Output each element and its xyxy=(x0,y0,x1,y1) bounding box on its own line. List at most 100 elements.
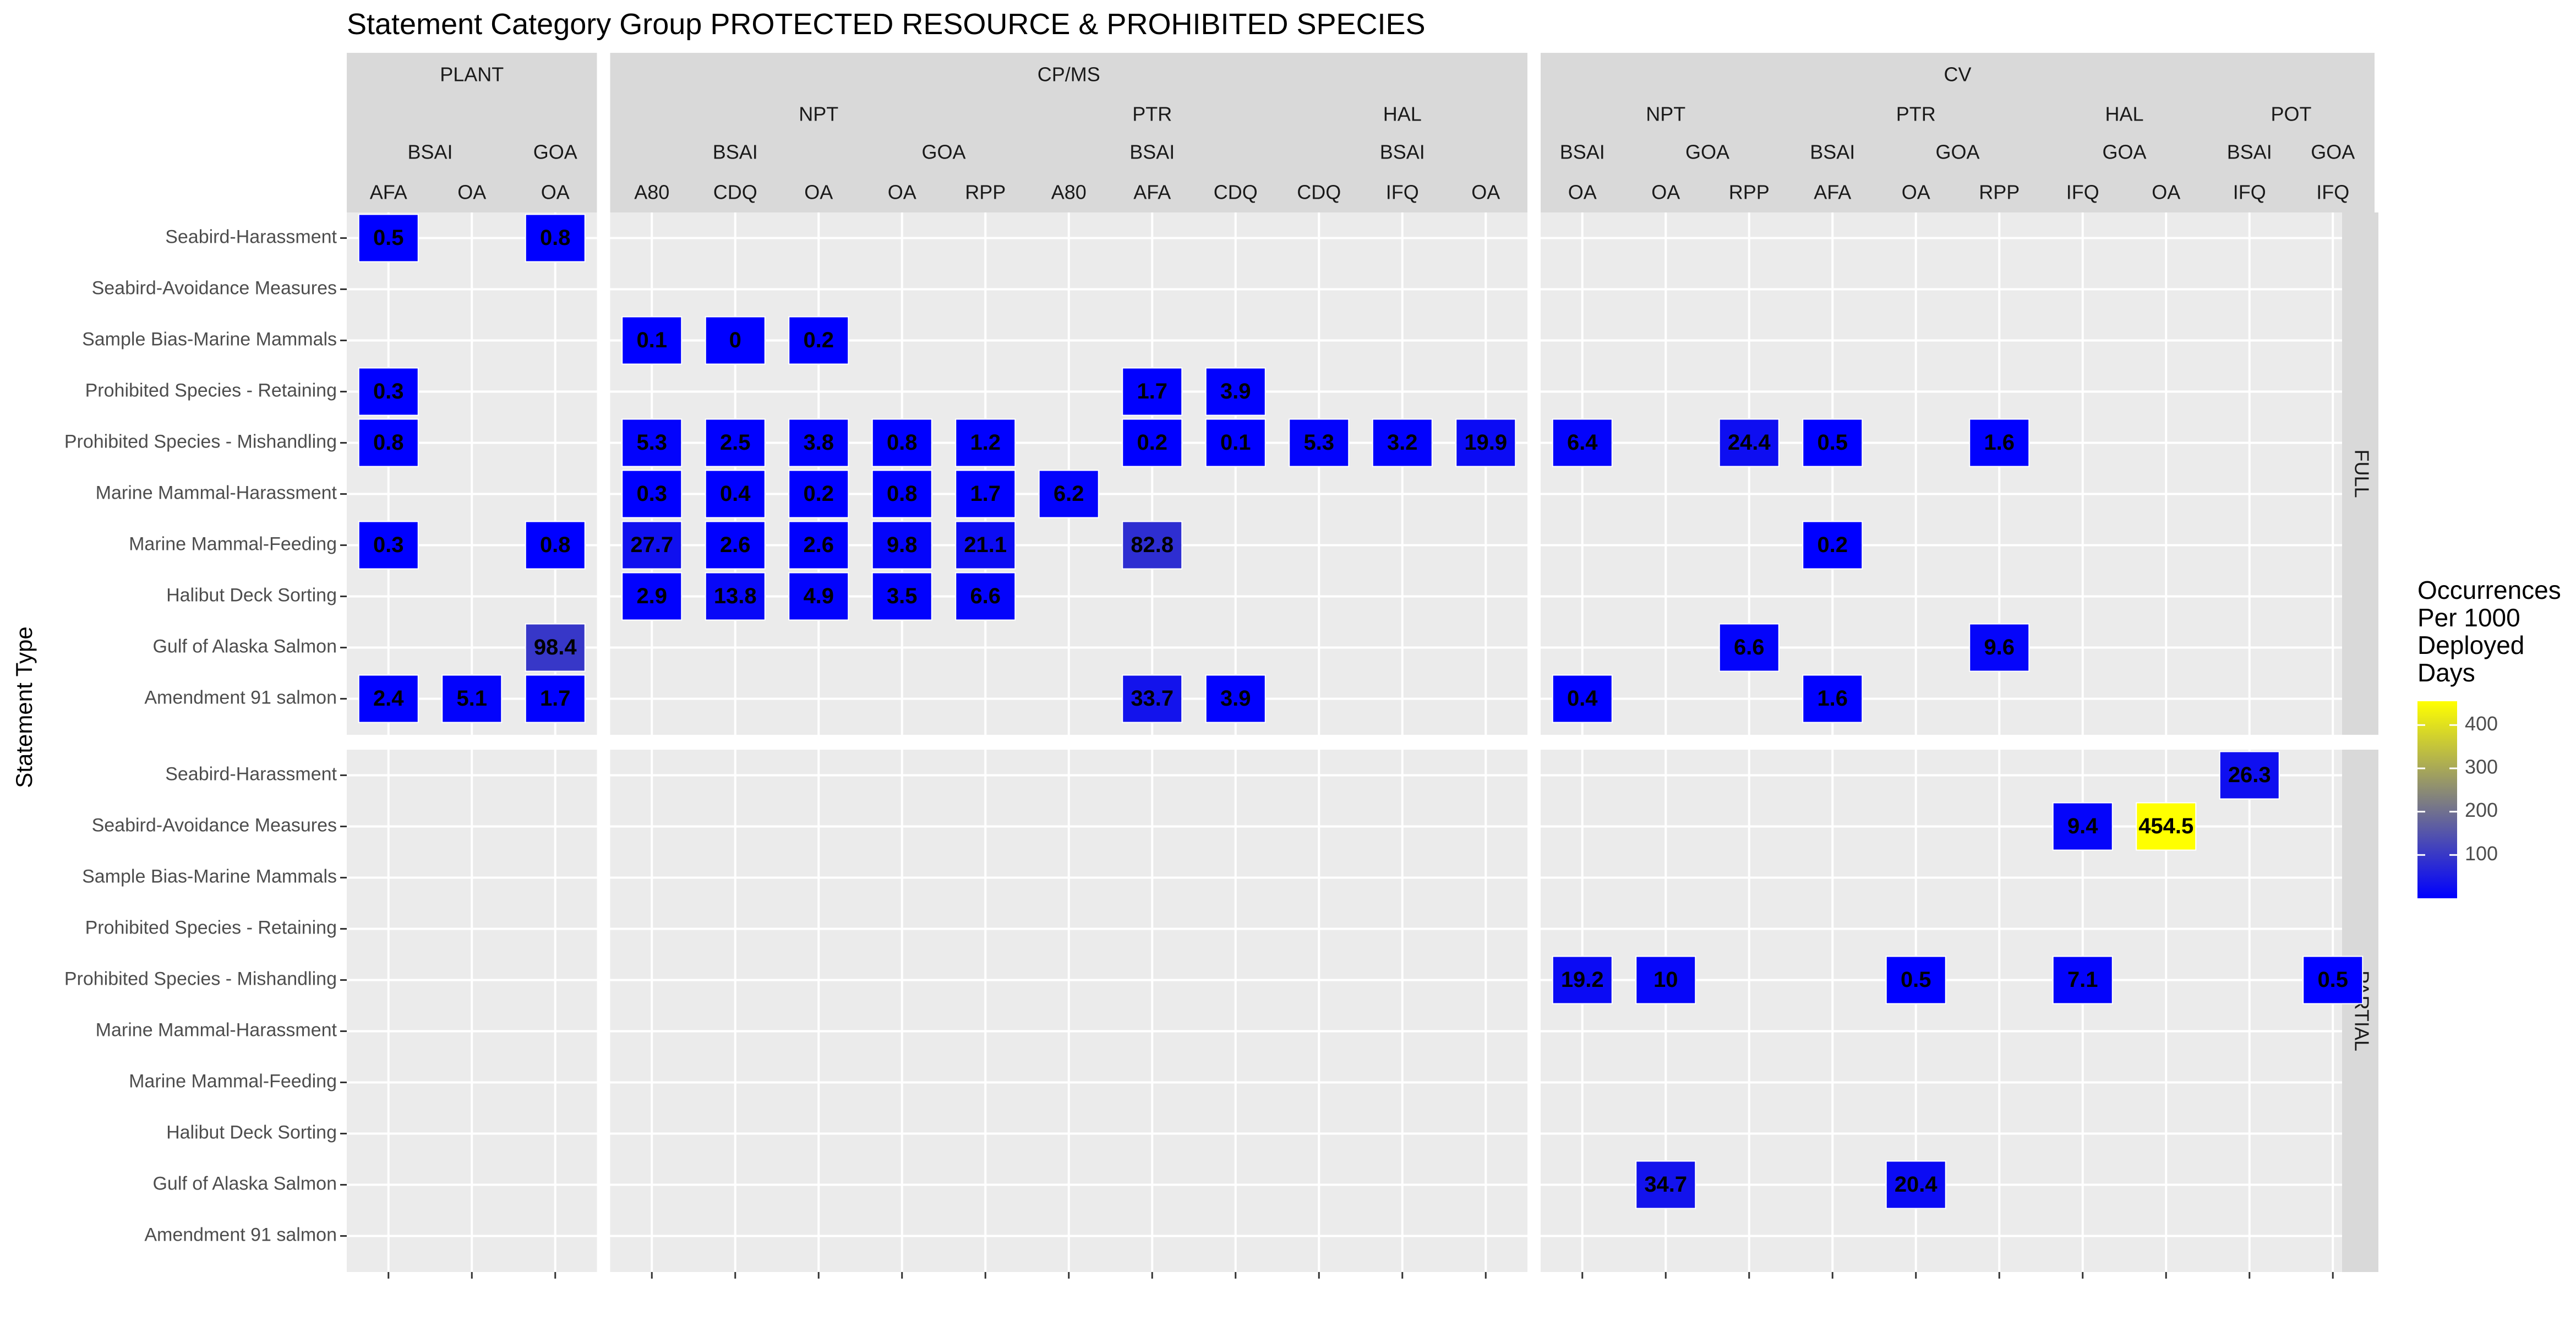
heatmap-cell xyxy=(1635,956,1696,1005)
column-strip-label: GOA xyxy=(921,141,965,163)
heatmap-cell xyxy=(788,572,849,621)
row-label: Sample Bias-Marine Mammals xyxy=(82,329,337,350)
chart-title: Statement Category Group PROTECTED RESOU… xyxy=(347,8,1426,41)
cell-value-label: 2.6 xyxy=(720,533,751,557)
row-label: Halibut Deck Sorting xyxy=(166,585,337,605)
heatmap-cell xyxy=(1885,956,1946,1005)
panel-strip-label: FULL xyxy=(2350,449,2373,498)
column-strip-label: BSAI xyxy=(2227,141,2272,163)
heatmap-cell xyxy=(621,572,683,621)
heatmap-cell xyxy=(1718,418,1780,467)
heatmap-cell xyxy=(1372,418,1433,467)
heatmap-cell xyxy=(621,418,683,467)
legend-colorbar xyxy=(2417,701,2457,898)
heatmap-cell xyxy=(871,418,932,467)
cell-value-label: 19.2 xyxy=(1561,968,1604,992)
column-strip-label: NPT xyxy=(1646,103,1685,125)
column-strip-gear xyxy=(347,97,597,132)
column-strip-label: AFA xyxy=(1133,181,1171,204)
column-strip-label: BSAI xyxy=(1810,141,1855,163)
heatmap-cell xyxy=(1552,956,1613,1005)
heatmap-cell xyxy=(525,674,586,723)
heatmap-cell xyxy=(358,214,419,263)
heatmap-cell xyxy=(1718,623,1780,672)
heatmap-cell xyxy=(525,623,586,672)
row-label: Seabird-Harassment xyxy=(165,763,337,784)
column-strip-code xyxy=(777,173,860,212)
cell-value-label: 3.9 xyxy=(1220,379,1251,403)
legend-title-line: Deployed xyxy=(2417,631,2524,659)
column-strip-label: IFQ xyxy=(2066,181,2099,204)
column-strip-label: IFQ xyxy=(2316,181,2349,204)
column-strip-label: AFA xyxy=(370,181,407,204)
column-strip-code xyxy=(1541,173,1624,212)
heatmap-cell xyxy=(358,418,419,467)
column-strip-label: GOA xyxy=(2311,141,2355,163)
cell-value-label: 33.7 xyxy=(1131,686,1174,711)
heatmap-cell xyxy=(2052,956,2113,1005)
column-strip-label: HAL xyxy=(1383,103,1422,125)
column-strip-region xyxy=(1874,132,2041,173)
column-strip-region xyxy=(2041,132,2208,173)
cell-value-label: 0.3 xyxy=(636,482,667,506)
cell-value-label: 0.8 xyxy=(887,482,918,506)
heatmap-cell xyxy=(2219,751,2280,800)
heatmap-cell xyxy=(1122,367,1183,416)
column-strip-label: OA xyxy=(804,181,833,204)
cell-value-label: 0.8 xyxy=(540,226,571,250)
column-strip-label: OA xyxy=(1651,181,1680,204)
cell-value-label: 3.5 xyxy=(887,584,918,608)
heatmap-cell xyxy=(1802,521,1863,570)
cell-value-label: 19.9 xyxy=(1464,430,1507,455)
heatmap-cell xyxy=(2052,802,2113,851)
heatmap-cell xyxy=(621,521,683,570)
heatmap-cell xyxy=(705,316,766,365)
cell-value-label: 1.6 xyxy=(1984,430,2015,455)
heatmap-cell xyxy=(705,572,766,621)
panel-strip xyxy=(2342,750,2378,1272)
heatmap-cell xyxy=(1885,1160,1946,1209)
cell-value-label: 0.4 xyxy=(720,482,751,506)
column-strip-label: NPT xyxy=(799,103,838,125)
legend-title-line: Per 1000 xyxy=(2417,603,2520,632)
heatmap-cell xyxy=(871,521,932,570)
heatmap-cell xyxy=(705,470,766,518)
cell-value-label: 9.6 xyxy=(1984,635,2015,659)
cell-value-label: 13.8 xyxy=(714,584,757,608)
cell-value-label: 10 xyxy=(1653,968,1678,992)
cell-value-label: 0.5 xyxy=(1817,430,1848,455)
cell-value-label: 1.7 xyxy=(1137,379,1167,403)
cell-value-label: 0 xyxy=(729,328,741,352)
cell-value-label: 0.5 xyxy=(373,226,404,250)
cell-value-label: 5.1 xyxy=(456,686,487,711)
column-strip-gear xyxy=(1541,97,1791,132)
column-strip-region xyxy=(1541,132,1624,173)
cells-layer: 0.5 0.8 0.1 0 0.2 0.3 1.7 3.9 0.8 5.3 2.5 3.8 0.8 1.2… xyxy=(358,214,2364,1209)
column-strip-gear xyxy=(1277,97,1527,132)
column-strip-region xyxy=(347,132,514,173)
cell-value-label: 0.8 xyxy=(373,430,404,455)
column-strip-label: GOA xyxy=(533,141,577,163)
heatmap-cell xyxy=(705,521,766,570)
column-strip-region xyxy=(1277,132,1527,173)
column-strip-label: RPP xyxy=(1729,181,1770,204)
column-strip-group xyxy=(610,53,1527,97)
column-strip-label: CDQ xyxy=(1214,181,1258,204)
column-strip-label: CP/MS xyxy=(1038,63,1100,86)
column-strip-label: OA xyxy=(888,181,916,204)
heatmap-cell xyxy=(525,214,586,263)
column-strip-region xyxy=(1791,132,1874,173)
row-label: Marine Mammal-Feeding xyxy=(129,1071,337,1091)
cell-value-label: 2.5 xyxy=(720,430,751,455)
heatmap-cell xyxy=(705,418,766,467)
cell-value-label: 82.8 xyxy=(1131,533,1174,557)
cell-value-label: 3.9 xyxy=(1220,686,1251,711)
cell-value-label: 9.8 xyxy=(887,533,918,557)
column-strip-code xyxy=(1791,173,1874,212)
column-strip-code xyxy=(2291,173,2375,212)
heatmap-cell xyxy=(358,521,419,570)
row-label: Seabird-Avoidance Measures xyxy=(92,815,337,836)
cell-value-label: 1.2 xyxy=(970,430,1001,455)
column-strip-code xyxy=(1957,173,2041,212)
